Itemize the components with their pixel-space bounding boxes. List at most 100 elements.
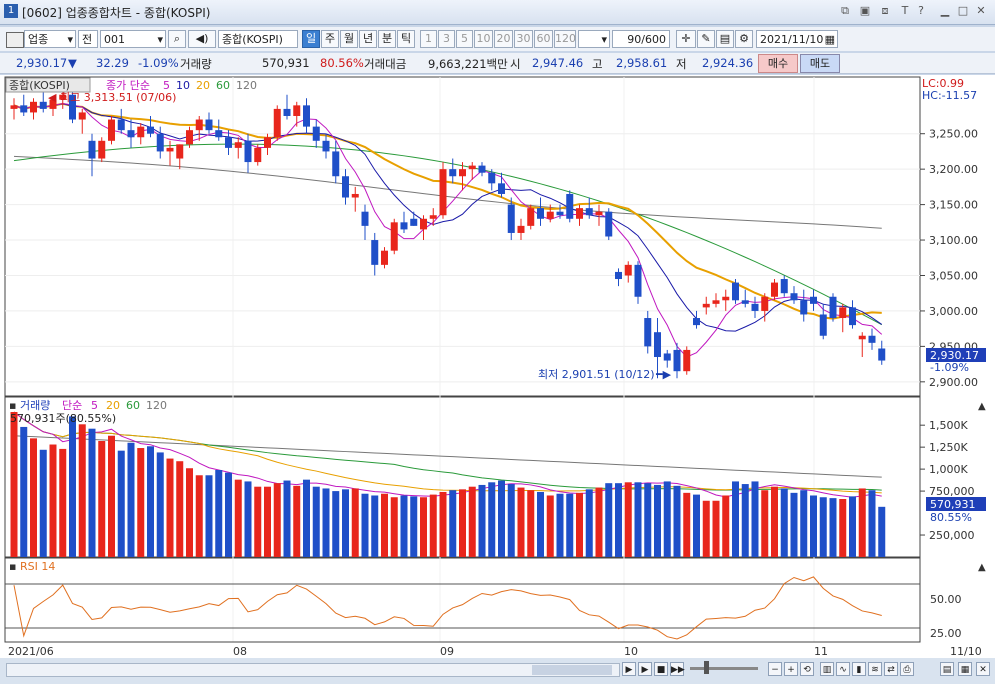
panel-add-button[interactable]: ▤ <box>940 662 954 676</box>
max-annotation: ◀ 최고 3,313.51 (07/06) <box>48 91 176 104</box>
volume-bar <box>771 486 778 557</box>
print-button[interactable]: ⎙ <box>900 662 914 676</box>
volume-bar <box>225 472 232 557</box>
count-input[interactable]: 90/600 <box>612 30 670 48</box>
period-day[interactable]: 일 <box>302 30 320 48</box>
rsi-expand-icon[interactable]: ▪ <box>9 560 16 573</box>
zoom-in-button[interactable]: + <box>784 662 798 676</box>
interval-60[interactable]: 60 <box>534 30 553 48</box>
volume-bar <box>498 480 505 557</box>
sell-button[interactable]: 매도 <box>800 54 840 73</box>
period-tick[interactable]: 틱 <box>397 30 415 48</box>
minimize-icon[interactable]: ▁ <box>940 4 950 17</box>
market-select[interactable]: 업종 ▾ <box>24 30 76 48</box>
line-type-button[interactable]: ∿ <box>836 662 850 676</box>
search-button[interactable]: ⌕ <box>168 30 186 48</box>
volume-bar <box>78 424 86 557</box>
draw-button[interactable]: ✎ <box>697 30 715 48</box>
candle-body <box>20 105 28 113</box>
candle-body <box>849 307 856 326</box>
candle-body <box>166 147 174 152</box>
volume-bar <box>732 481 739 557</box>
close-icon[interactable]: ✕ <box>976 4 986 17</box>
volume-bar <box>839 499 847 557</box>
code-value: 001 <box>104 33 125 46</box>
reset-button[interactable]: ⟲ <box>800 662 814 676</box>
candle-body <box>780 279 788 294</box>
candle-body <box>127 130 135 138</box>
volume-bar <box>10 412 18 557</box>
volume-bar <box>693 494 700 557</box>
zoom-slider-handle[interactable] <box>704 661 709 674</box>
period-week[interactable]: 주 <box>321 30 339 48</box>
play-button[interactable]: ▶ <box>638 662 652 676</box>
code-input[interactable]: 001 ▾ <box>100 30 166 48</box>
settings-button[interactable]: ⚙ <box>735 30 753 48</box>
candle-body <box>332 151 340 177</box>
rsi-collapse-icon[interactable]: ▲ <box>978 562 986 573</box>
scroll-prev-button[interactable]: ▶ <box>622 662 636 676</box>
current-price-tag <box>926 348 986 362</box>
candle-body <box>69 94 76 120</box>
buy-button[interactable]: 매수 <box>758 54 798 73</box>
interval-120[interactable]: 120 <box>554 30 576 48</box>
fast-forward-button[interactable]: ▶▶ <box>670 662 685 676</box>
stop-button[interactable]: ■ <box>654 662 668 676</box>
chart-area[interactable]: 종합(KOSPI) 종가 단순 5 10 20 60 120 ◀ 최고 3,31… <box>0 75 995 658</box>
price-tick-label: 3,050.00 <box>929 269 978 282</box>
volume-bar <box>741 484 749 557</box>
interval-20[interactable]: 20 <box>494 30 513 48</box>
interval-1[interactable]: 1 <box>420 30 437 48</box>
zoom-slider[interactable] <box>690 667 758 670</box>
volume-bar <box>556 493 564 557</box>
volume-bar <box>117 450 125 557</box>
volume-bar <box>634 482 642 557</box>
volume-bar <box>108 435 115 557</box>
volume-bar <box>780 488 788 557</box>
period-month[interactable]: 월 <box>340 30 358 48</box>
link-icon[interactable]: ⧉ <box>841 4 849 17</box>
chart-type-button[interactable]: ▥ <box>820 662 834 676</box>
chart-canvas[interactable]: 종합(KOSPI) 종가 단순 5 10 20 60 120 ◀ 최고 3,31… <box>0 75 995 658</box>
compare-button[interactable]: ⇄ <box>884 662 898 676</box>
interval-custom-select[interactable]: ▾ <box>578 30 610 48</box>
interval-3[interactable]: 3 <box>438 30 455 48</box>
panel-close-button[interactable]: ✕ <box>976 662 990 676</box>
bar-type-button[interactable]: ▮ <box>852 662 866 676</box>
indicator-button[interactable]: ≋ <box>868 662 882 676</box>
grid-icon[interactable] <box>6 32 24 48</box>
text-icon[interactable]: T <box>901 4 909 17</box>
volume-collapse-icon[interactable]: ▲ <box>978 401 986 412</box>
candle-body <box>293 105 301 116</box>
help-icon[interactable]: ? <box>918 4 924 17</box>
open-value: 2,947.46 <box>532 56 584 70</box>
window-title: [0602] 업종종합차트 - 종합(KOSPI) <box>22 6 211 20</box>
horizontal-scrollbar[interactable] <box>6 663 620 677</box>
date-input[interactable]: 2021/11/10 ▦ <box>756 30 838 48</box>
volume-expand-icon[interactable]: ▪ <box>9 399 16 412</box>
period-year[interactable]: 년 <box>359 30 377 48</box>
candle-body <box>420 218 427 230</box>
interval-10[interactable]: 10 <box>474 30 493 48</box>
sound-button[interactable]: ◀) <box>188 30 216 48</box>
series-label: 종합(KOSPI) <box>9 79 70 92</box>
interval-30[interactable]: 30 <box>514 30 533 48</box>
volume-bar <box>147 446 154 557</box>
interval-5[interactable]: 5 <box>456 30 473 48</box>
window-stack-icon[interactable]: ⧈ <box>881 4 889 17</box>
layout-icon[interactable]: ▣ <box>859 4 871 17</box>
crosshair-button[interactable]: ✛ <box>676 30 696 48</box>
candle-body <box>858 335 866 340</box>
maximize-icon[interactable]: □ <box>957 4 969 17</box>
save-button[interactable]: ▤ <box>716 30 734 48</box>
panel-config-button[interactable]: ▦ <box>958 662 972 676</box>
volume-bar <box>69 416 76 557</box>
candle-body <box>585 208 593 216</box>
rsi-tick-25: 25.00 <box>930 627 962 640</box>
zoom-out-button[interactable]: − <box>768 662 782 676</box>
candle-body <box>429 215 437 219</box>
period-minute[interactable]: 분 <box>378 30 396 48</box>
price-tick-label: 3,000.00 <box>929 305 978 318</box>
market-scope-button[interactable]: 전 <box>78 30 98 48</box>
scrollbar-thumb[interactable] <box>532 665 612 675</box>
